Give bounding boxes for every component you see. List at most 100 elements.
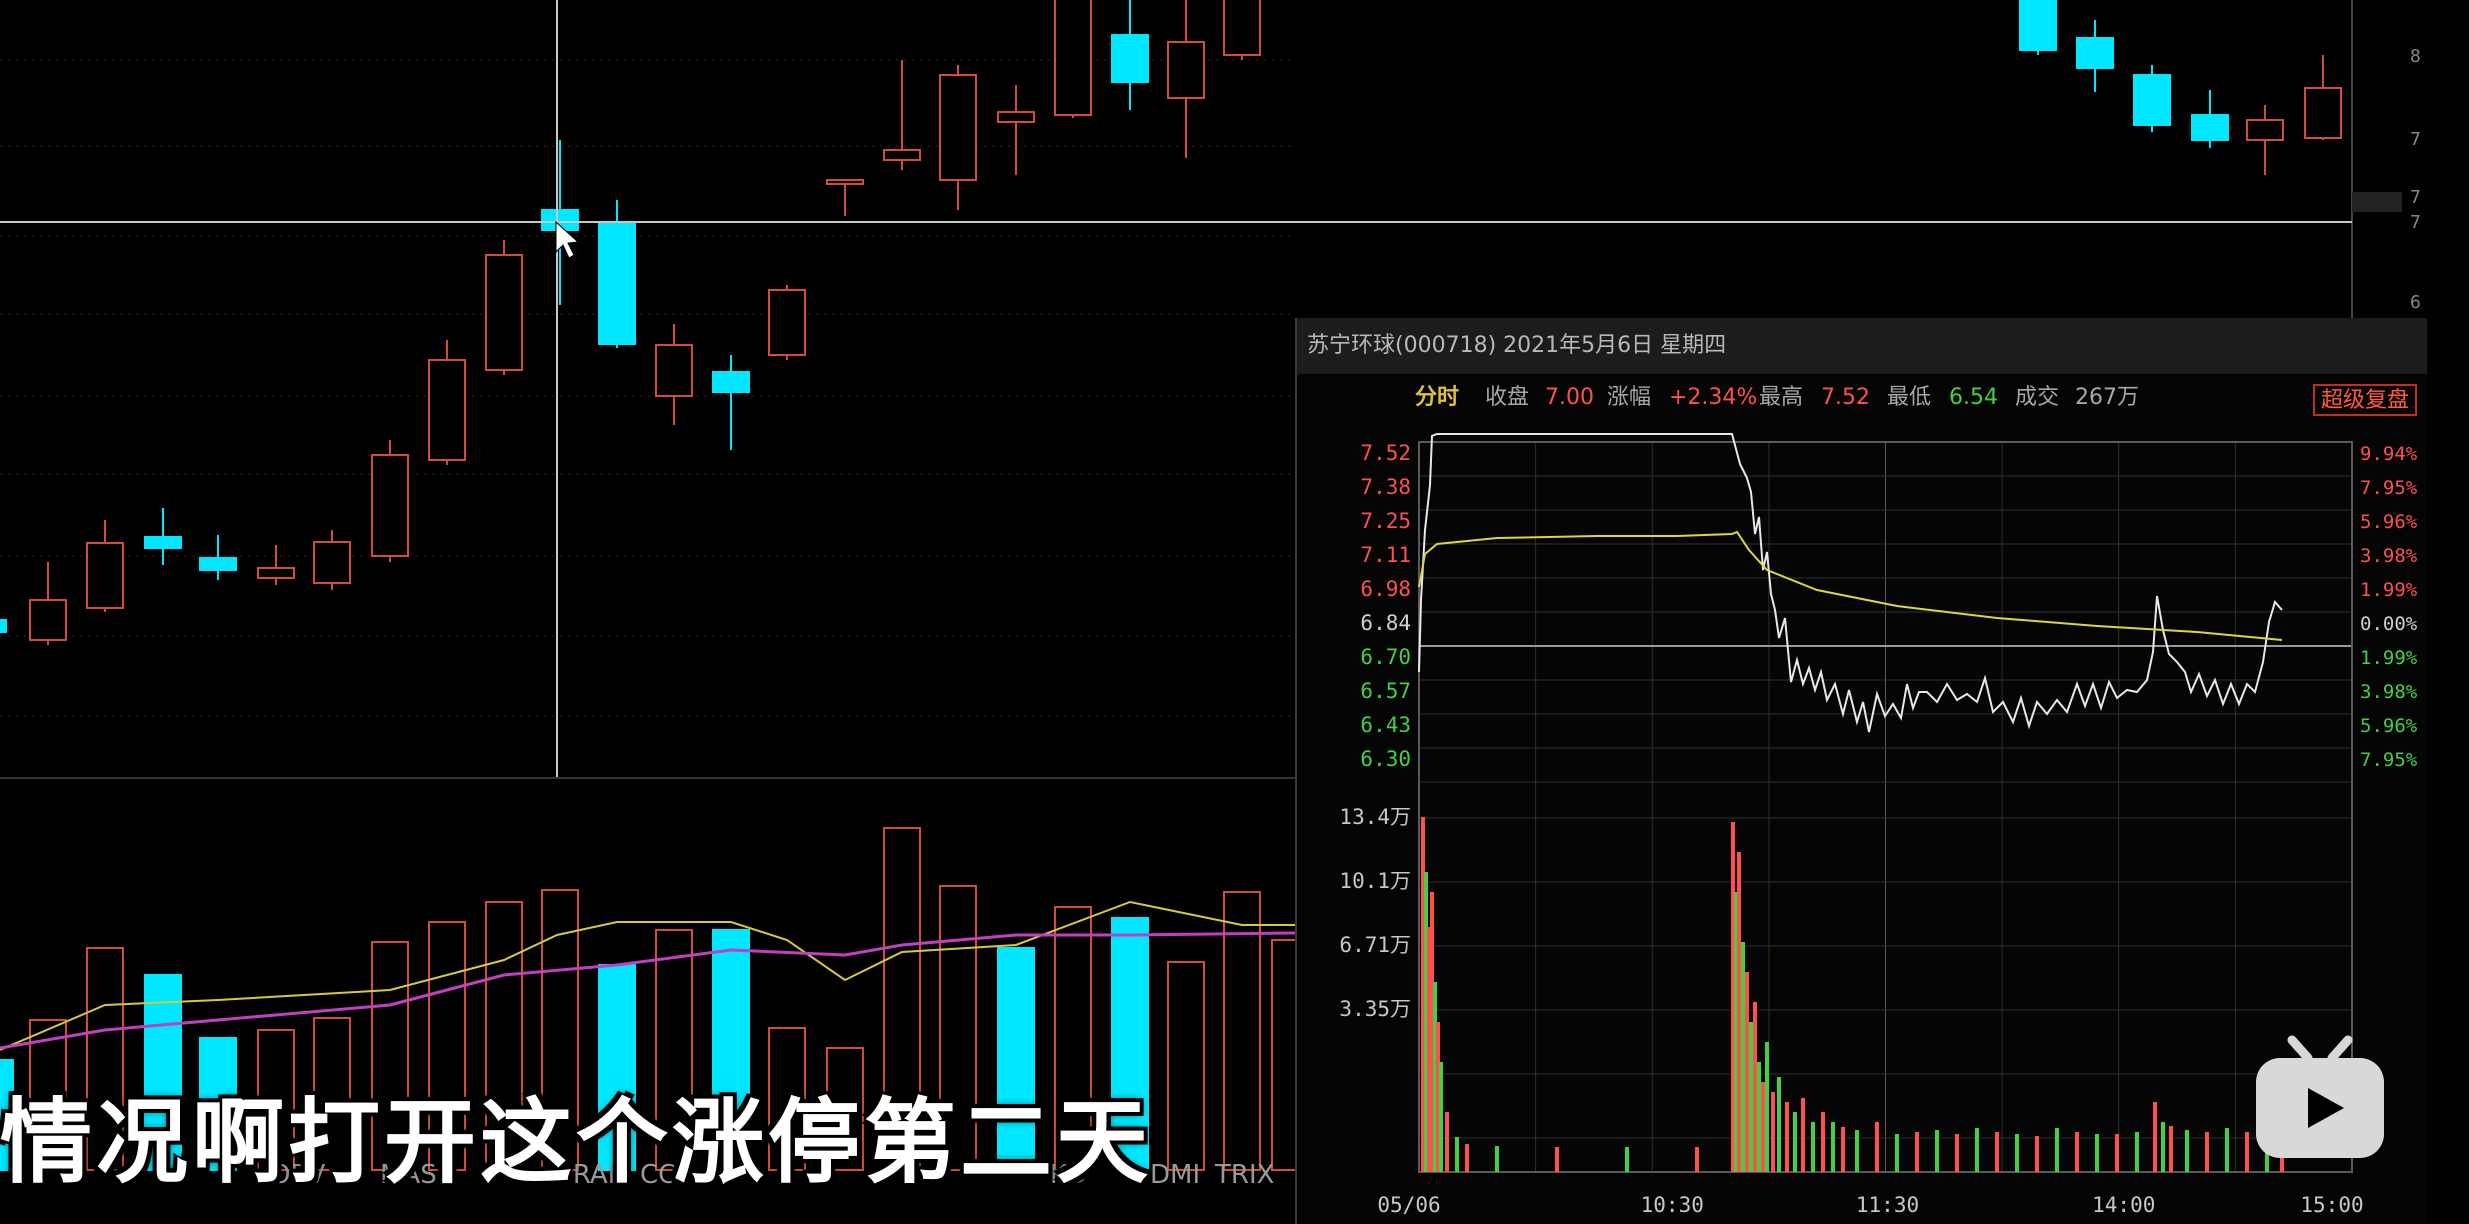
candle-down <box>144 536 182 549</box>
indicator-tab-trix[interactable]: TRIX <box>1215 1160 1275 1190</box>
ma5-line <box>0 900 1295 1051</box>
volume-bar <box>1465 1144 1469 1172</box>
volume-bar <box>1915 1132 1919 1172</box>
indicator-tab-mas[interactable]: MAS <box>380 1160 437 1190</box>
indicator-tab-bar: OBV MAS BRAR CCI KD DMI TRIX <box>0 1160 1295 1200</box>
volume-bar <box>257 1029 295 1171</box>
candle-up <box>768 289 806 356</box>
volume-bar <box>2095 1134 2099 1172</box>
volume-axis-label: 10.1万 <box>1339 869 1411 893</box>
pct-axis-label: 9.94% <box>2360 443 2418 465</box>
volume-bar <box>1761 1082 1765 1172</box>
volume-bar <box>1875 1122 1879 1172</box>
volume-bar <box>1741 942 1745 1172</box>
volume-bar <box>313 1017 351 1171</box>
pct-axis-label: 0.00% <box>2360 613 2418 635</box>
volume-bar <box>826 1047 864 1171</box>
volume-bar <box>1785 1102 1789 1172</box>
volume-bar <box>2245 1132 2249 1172</box>
volume-axis-label: 13.4万 <box>1339 805 1411 829</box>
price-axis-label: 6.43 <box>1360 713 1411 737</box>
volume-bar <box>1821 1112 1825 1172</box>
candle-up <box>1223 0 1261 56</box>
volume-bar <box>86 947 124 1171</box>
indicator-tab-cci[interactable]: CCI <box>640 1160 684 1190</box>
volume-bar <box>1975 1128 1979 1172</box>
volume-bar <box>1737 852 1741 1172</box>
pct-axis-label: 3.98% <box>2360 681 2418 703</box>
volume-bar <box>712 929 750 1171</box>
volume-bar <box>1841 1127 1845 1172</box>
volume-bar <box>1421 817 1425 1172</box>
volume-bar <box>1427 927 1431 1172</box>
high-label: 最高 <box>1759 385 1804 410</box>
candle-down <box>2133 74 2171 126</box>
volume-bar <box>2153 1102 2157 1172</box>
volume-bar <box>1167 961 1205 1171</box>
volume-bar <box>199 1037 237 1171</box>
volume-bar <box>1995 1132 1999 1172</box>
indicator-tab-obv[interactable]: OBV <box>270 1160 326 1190</box>
y-axis-cursor-box <box>2352 192 2402 212</box>
candle-up <box>313 541 351 584</box>
popup-title: 苏宁环球(000718) 2021年5月6日 星期四 <box>1297 318 2427 374</box>
indicator-tab-dmi[interactable]: DMI <box>1150 1160 1201 1190</box>
pct-axis-label: 7.95% <box>2360 477 2418 499</box>
volume-bar <box>1436 1022 1440 1172</box>
low-label: 最低 <box>1887 385 1932 410</box>
intraday-popup: 苏宁环球(000718) 2021年5月6日 星期四 分时 收盘 7.00 涨幅… <box>1295 318 2427 1224</box>
bilibili-logo-icon <box>2256 1035 2384 1158</box>
volume-bar <box>1433 982 1437 1172</box>
candle-down <box>2191 114 2229 141</box>
candle-down <box>2076 37 2114 69</box>
volume-bar <box>1625 1147 1629 1172</box>
volume-bar <box>1777 1077 1781 1172</box>
price-axis-label: 7.25 <box>1360 509 1411 533</box>
y-axis-label: 8 <box>2410 46 2421 67</box>
y-axis-label: 6 <box>2410 292 2421 313</box>
low-value: 6.54 <box>1949 385 1998 410</box>
candle-up <box>1167 41 1205 99</box>
volume-bar <box>1731 822 1735 1172</box>
volume-bar <box>371 941 409 1171</box>
volume-label: 成交 <box>2015 385 2060 410</box>
volume-bar <box>1811 1122 1815 1172</box>
super-review-button[interactable]: 超级复盘 <box>2312 384 2417 416</box>
indicator-tab-brar[interactable]: BRAR <box>555 1160 626 1190</box>
volume-bar <box>2135 1132 2139 1172</box>
change-value: +2.34% <box>1669 385 1758 410</box>
volume-bar <box>2169 1126 2173 1172</box>
tab-intraday[interactable]: 分时 <box>1415 385 1460 410</box>
candle-up <box>997 111 1035 123</box>
pct-axis-label: 1.99% <box>2360 579 2418 601</box>
volume-bar <box>939 885 977 1171</box>
chart-frame <box>1418 441 2353 1173</box>
candle-up <box>2246 119 2284 141</box>
volume-bar <box>1223 891 1261 1171</box>
candle-up <box>1054 0 1092 116</box>
volume-bar <box>1801 1098 1805 1172</box>
volume-bar <box>1895 1134 1899 1172</box>
close-value: 7.00 <box>1545 385 1594 410</box>
price-axis-label: 7.38 <box>1360 475 1411 499</box>
candle-up <box>939 74 977 181</box>
indicator-tab-kd[interactable]: KD <box>1050 1160 1088 1190</box>
candle-down <box>2019 0 2057 51</box>
volume-bar <box>2075 1132 2079 1172</box>
price-line <box>1418 433 2283 733</box>
volume-bar <box>1793 1112 1797 1172</box>
volume-bar <box>2161 1122 2165 1172</box>
intraday-chart[interactable]: 7.52 7.38 7.25 7.11 6.98 6.84 6.70 6.57 6.43 6.30… <box>1297 422 2427 1224</box>
mouse-cursor-icon <box>555 220 580 259</box>
candle-down <box>712 371 750 393</box>
volume-bar <box>2115 1134 2119 1172</box>
volume-bar <box>1935 1130 1939 1172</box>
candle-down <box>199 557 237 571</box>
candle-up <box>485 254 523 371</box>
candle-up <box>883 149 921 161</box>
volume-axis-label: 3.35万 <box>1339 997 1411 1021</box>
candle-up <box>428 359 466 461</box>
candle-up <box>2304 87 2342 139</box>
volume-bar <box>655 929 693 1171</box>
